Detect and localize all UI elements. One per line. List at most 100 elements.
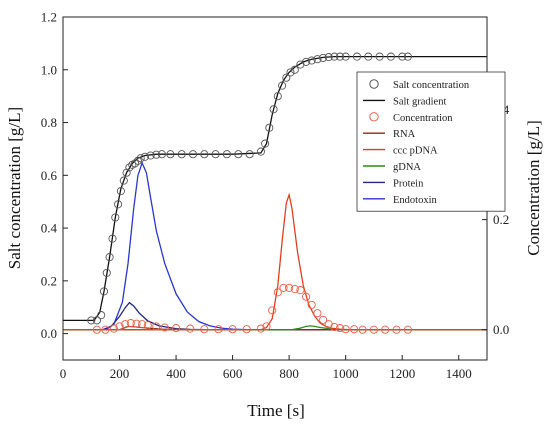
data-point-concentration xyxy=(214,325,223,334)
data-point-salt-concentration xyxy=(330,52,339,61)
legend-label: Endotoxin xyxy=(393,195,437,206)
data-point-concentration xyxy=(290,284,299,294)
legend-item-rna: RNA xyxy=(363,129,416,140)
legend-item-protein: Protein xyxy=(363,178,424,189)
left-y-tick-label: 1.2 xyxy=(41,10,57,25)
data-point-salt-concentration xyxy=(211,150,220,159)
data-point-concentration xyxy=(138,320,147,329)
right-y-tick-label: 0.0 xyxy=(493,322,509,337)
data-point-salt-concentration xyxy=(352,52,362,61)
data-point-salt-concentration xyxy=(222,150,231,159)
x-tick-label: 1000 xyxy=(333,366,359,381)
data-point-concentration xyxy=(319,315,328,324)
data-point-salt-concentration xyxy=(398,52,407,61)
data-point-salt-concentration xyxy=(97,311,106,320)
data-point-concentration xyxy=(285,283,294,292)
data-point-concentration xyxy=(335,324,345,333)
x-tick-label: 1200 xyxy=(389,366,415,381)
series-protein-line xyxy=(63,301,487,331)
data-point-salt-concentration xyxy=(119,176,128,185)
left-y-tick-label: 0.0 xyxy=(41,326,57,341)
legend-item-endotoxin: Endotoxin xyxy=(363,195,437,206)
legend-label: Salt concentration xyxy=(393,80,470,91)
data-point-salt-concentration xyxy=(269,105,278,114)
data-point-salt-concentration xyxy=(87,316,96,325)
data-point-salt-concentration xyxy=(341,52,350,61)
data-point-salt-concentration xyxy=(140,152,150,161)
legend-label: Salt gradient xyxy=(393,96,446,107)
data-point-salt-concentration xyxy=(92,316,101,325)
legend-label: Protein xyxy=(393,178,424,189)
data-point-concentration xyxy=(330,322,339,332)
data-point-salt-concentration xyxy=(234,150,243,159)
series-ccc-pdna-line xyxy=(63,192,487,331)
x-tick-label: 0 xyxy=(60,366,67,381)
data-point-salt-concentration xyxy=(335,52,345,61)
data-point-salt-concentration xyxy=(177,150,186,159)
data-point-concentration xyxy=(307,300,316,309)
data-point-salt-concentration xyxy=(286,68,295,77)
data-point-concentration xyxy=(296,286,305,295)
series-gdna-line xyxy=(63,325,487,331)
left-y-tick-label: 0.4 xyxy=(41,221,58,236)
data-point-salt-concentration xyxy=(324,53,333,62)
data-point-salt-concentration xyxy=(282,73,291,82)
legend: Salt concentration Salt gradient Concentra… xyxy=(356,71,506,212)
data-point-salt-concentration xyxy=(105,253,114,262)
data-point-concentration xyxy=(392,325,401,334)
data-point-concentration xyxy=(126,319,135,328)
right-y-tick-label: 0.2 xyxy=(493,212,509,227)
left-y-tick-label: 0.6 xyxy=(41,168,58,183)
legend-item-salt-concentration: Salt concentration xyxy=(369,79,470,91)
plot-area xyxy=(63,52,487,334)
data-point-salt-concentration xyxy=(307,56,316,65)
data-point-concentration xyxy=(115,322,124,331)
left-y-tick-label: 1.0 xyxy=(41,62,57,77)
data-point-salt-concentration xyxy=(278,81,287,90)
x-tick-label: 600 xyxy=(223,366,243,381)
left-y-tick-label: 0.2 xyxy=(41,273,57,288)
data-point-concentration xyxy=(268,306,277,315)
x-tick-label: 400 xyxy=(166,366,186,381)
data-point-concentration xyxy=(381,325,390,334)
data-point-salt-concentration xyxy=(265,123,274,132)
data-point-salt-concentration xyxy=(375,52,384,61)
data-point-salt-concentration xyxy=(188,150,198,159)
legend-label: Concentration xyxy=(393,113,453,124)
data-point-salt-concentration xyxy=(99,287,109,296)
legend-item-concentration: Concentration xyxy=(369,112,453,124)
x-tick-label: 1400 xyxy=(446,366,472,381)
legend-item-salt-gradient: Salt gradient xyxy=(363,96,446,107)
data-point-concentration xyxy=(109,324,118,333)
data-point-salt-concentration xyxy=(111,213,120,222)
data-point-salt-concentration xyxy=(403,52,412,61)
data-point-concentration xyxy=(273,288,282,297)
data-point-concentration xyxy=(92,325,101,334)
data-point-salt-concentration xyxy=(122,168,131,177)
series-salt-concentration-markers xyxy=(87,52,412,325)
data-point-salt-concentration xyxy=(386,52,395,61)
legend-label: ccc pDNA xyxy=(393,146,438,157)
data-point-salt-concentration xyxy=(245,150,254,159)
data-point-salt-concentration xyxy=(157,150,166,159)
data-point-salt-concentration xyxy=(290,65,299,74)
data-point-concentration xyxy=(341,325,350,334)
legend-label: gDNA xyxy=(393,162,421,173)
data-point-salt-concentration xyxy=(133,156,142,165)
data-point-concentration xyxy=(200,325,209,334)
data-point-concentration xyxy=(121,320,130,329)
data-point-concentration xyxy=(279,283,288,292)
x-tick-label: 800 xyxy=(279,366,299,381)
left-y-ticks: 0.0 0.2 0.4 0.6 0.8 1.0 1.2 xyxy=(41,10,68,341)
data-point-salt-concentration xyxy=(125,163,134,172)
data-point-concentration xyxy=(302,292,311,301)
data-point-salt-concentration xyxy=(273,92,282,101)
right-y-axis-title: Concentration [g/L] xyxy=(524,120,543,256)
data-point-concentration xyxy=(256,324,265,333)
data-point-concentration xyxy=(186,324,195,333)
legend-item-ccc-pdna: ccc pDNA xyxy=(363,146,438,157)
data-point-salt-concentration xyxy=(200,150,209,159)
data-point-concentration xyxy=(262,322,271,331)
data-point-salt-concentration xyxy=(302,57,311,66)
